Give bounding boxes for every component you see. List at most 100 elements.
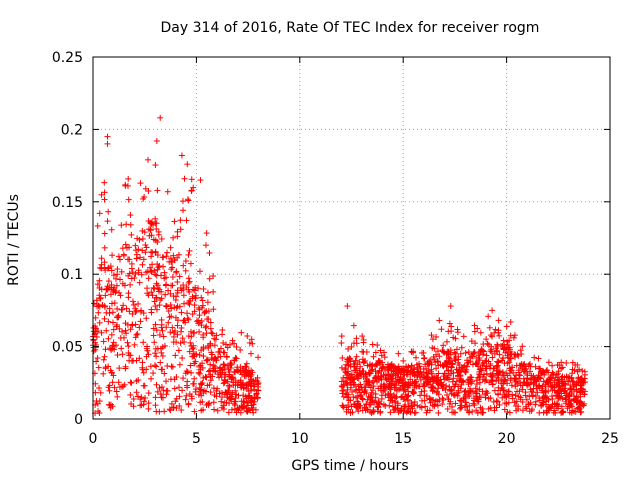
data-point [159, 327, 166, 334]
data-point [156, 302, 163, 309]
data-point [203, 308, 210, 315]
data-point [139, 359, 146, 366]
data-point [205, 368, 212, 375]
data-point [199, 398, 206, 405]
data-point [490, 398, 497, 405]
data-point [96, 210, 103, 217]
data-point [110, 319, 117, 326]
data-point [152, 162, 159, 169]
data-point [179, 198, 186, 205]
data-point [549, 362, 556, 369]
data-point [171, 385, 178, 392]
data-point [101, 189, 108, 196]
data-point [167, 290, 174, 297]
data-point [139, 235, 146, 242]
data-point [185, 400, 192, 407]
data-point [101, 315, 108, 322]
data-point [203, 330, 210, 337]
data-point [113, 288, 120, 295]
data-point [100, 370, 107, 377]
data-point [462, 349, 469, 356]
data-point [144, 290, 151, 297]
data-point [123, 330, 130, 337]
data-point [237, 369, 244, 376]
data-point [164, 188, 171, 195]
data-point [199, 360, 206, 367]
data-point [482, 391, 489, 398]
data-point [251, 394, 258, 401]
data-point [153, 381, 160, 388]
data-point [158, 383, 165, 390]
data-point [111, 346, 118, 353]
data-point [378, 392, 385, 399]
data-point [148, 375, 155, 382]
data-point [168, 313, 175, 320]
data-point [125, 196, 132, 203]
data-point [137, 396, 144, 403]
data-point [223, 399, 230, 406]
data-point [111, 384, 118, 391]
data-point [96, 292, 103, 299]
data-point [176, 402, 183, 409]
data-point [144, 156, 151, 163]
data-point [220, 361, 227, 368]
data-point [215, 354, 222, 361]
data-point [101, 303, 108, 310]
data-point [136, 279, 143, 286]
data-point [119, 245, 126, 252]
data-point [149, 249, 156, 256]
data-point [184, 384, 191, 391]
data-point [211, 392, 218, 399]
data-point [174, 287, 181, 294]
data-point [470, 400, 477, 407]
data-point [202, 324, 209, 331]
data-point [94, 354, 101, 361]
data-point [244, 382, 251, 389]
data-point [248, 367, 255, 374]
data-point [181, 175, 188, 182]
data-point [145, 226, 152, 233]
data-point [97, 295, 104, 302]
data-point [104, 218, 111, 225]
data-point [184, 196, 191, 203]
data-point [229, 337, 236, 344]
data-point [169, 274, 176, 281]
data-point [170, 404, 177, 411]
data-point [129, 322, 136, 329]
data-point [244, 333, 251, 340]
data-point [118, 268, 125, 275]
data-point [151, 339, 158, 346]
data-point [196, 328, 203, 335]
data-point [181, 300, 188, 307]
data-point [232, 395, 239, 402]
data-point [157, 272, 164, 279]
data-point [205, 344, 212, 351]
data-point [184, 310, 191, 317]
data-point [106, 382, 113, 389]
data-point [182, 267, 189, 274]
data-point [96, 319, 103, 326]
data-point [192, 388, 199, 395]
data-point [95, 364, 102, 371]
data-point [118, 306, 125, 313]
data-point [178, 324, 185, 331]
data-point [237, 382, 244, 389]
data-point [233, 344, 240, 351]
data-point [170, 234, 177, 241]
data-point [214, 407, 221, 414]
data-point [125, 349, 132, 356]
data-point [140, 256, 147, 263]
data-point [92, 314, 99, 321]
data-point [219, 404, 226, 411]
data-point [139, 261, 146, 268]
data-point [108, 267, 115, 274]
data-point [127, 379, 134, 386]
data-point [118, 222, 125, 229]
data-point [97, 389, 104, 396]
data-point [540, 378, 547, 385]
data-point [178, 309, 185, 316]
data-point [174, 331, 181, 338]
data-point [218, 394, 225, 401]
data-point [198, 294, 205, 301]
data-point [225, 409, 232, 416]
